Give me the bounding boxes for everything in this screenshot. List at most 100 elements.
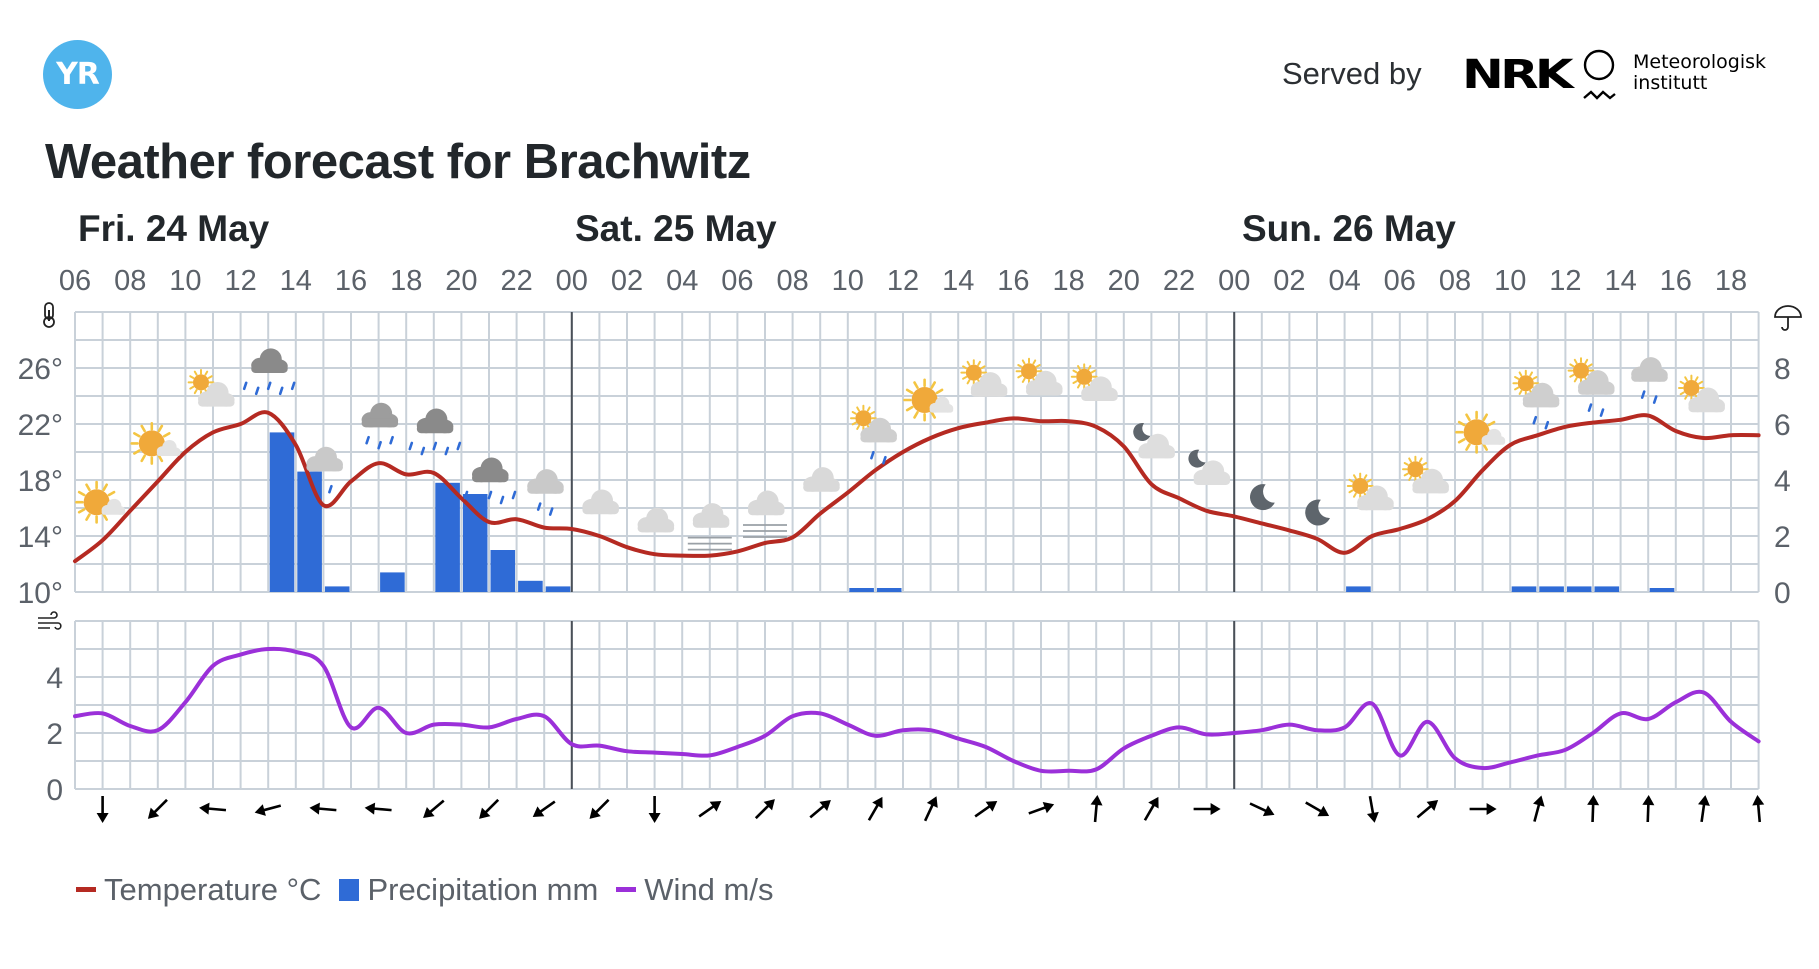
met-institute-logo-text[interactable]: Meteorologisk institutt [1633, 52, 1766, 94]
cloud-icon [1578, 370, 1615, 395]
moon-icon [1188, 449, 1206, 468]
precipitation-bar [1594, 586, 1620, 592]
wind-arrow-icon [809, 800, 831, 819]
temperature-line [73, 410, 1761, 564]
weather-symbol-clear-night-icon [1305, 499, 1330, 526]
precipitation-bar [518, 580, 543, 592]
hour-label: 22 [500, 265, 532, 297]
weather-symbol-partly-cloudy-night-icon [1188, 449, 1231, 486]
cloud-icon [1193, 460, 1231, 486]
legend-temperature[interactable]: Temperature °C [76, 872, 321, 908]
yr-logo[interactable]: YR [43, 40, 112, 109]
cloud-icon [1631, 357, 1668, 382]
precipitation-bar [545, 586, 571, 592]
wind-arrow-icon [1193, 803, 1221, 816]
rain-drops-icon [870, 450, 887, 465]
temperature-tick: 26° [18, 353, 63, 386]
weather-symbol-partly-cloudy-day-icon [1402, 455, 1449, 494]
weather-symbols [75, 348, 1725, 551]
precipitation-tick: 8 [1774, 353, 1791, 386]
yr-logo-text: YR [56, 57, 100, 92]
met-institute-logo-icon [1583, 49, 1616, 100]
temperature-swatch-icon [76, 887, 96, 892]
weather-symbol-partly-cloudy-day-icon [1346, 472, 1394, 511]
temperature-tick: 14° [18, 521, 63, 554]
wind-arrow-icon [423, 799, 445, 818]
cloud-icon [970, 372, 1008, 397]
weather-symbol-light-rain-icon [1631, 357, 1668, 404]
wind-arrow-icon [1698, 795, 1710, 823]
nrk-logo[interactable]: NRK [1462, 52, 1574, 98]
wind-tick: 4 [46, 662, 63, 695]
wind-arrow-icon [1587, 795, 1600, 823]
hour-label: 06 [721, 265, 753, 297]
hour-label: 14 [942, 265, 974, 297]
weather-symbol-partly-cloudy-day-icon [1015, 357, 1063, 396]
cloud-icon [1138, 433, 1175, 459]
hour-label: 10 [169, 265, 201, 297]
weather-symbol-cloudy-icon [637, 507, 675, 533]
wind-arrow-icon [1143, 796, 1159, 821]
weather-symbol-light-rain-icon [527, 469, 564, 516]
weather-symbol-light-rain-showers-day-icon [1567, 357, 1615, 417]
day-label-fri: Fri. 24 May [78, 208, 270, 249]
precipitation-tick: 2 [1774, 521, 1791, 554]
hour-label: 12 [224, 265, 256, 297]
wind-arrow-icon [1642, 795, 1655, 823]
cloud-icon [692, 503, 730, 528]
precipitation-bar [490, 550, 516, 592]
hour-label: 16 [997, 265, 1029, 297]
wind-arrow-icon [923, 796, 938, 822]
cloud-icon [101, 498, 126, 515]
cloud-icon [306, 446, 343, 472]
wind-arrow-icon [96, 796, 109, 823]
forecast-chart[interactable]: 06 08 10 12 14 16 18 20 22 00 02 04 06 08 10 12 14 16 18 20… [0, 255, 1819, 855]
hour-axis-labels: 06 08 10 12 14 16 18 20 22 00 02 04 06 08 10 12 14 16 18 20… [59, 265, 1747, 297]
legend-wind[interactable]: Wind m/s [616, 872, 773, 908]
cloud-icon [582, 489, 619, 515]
precipitation-bar [1649, 588, 1675, 592]
hour-label: 22 [1163, 265, 1195, 297]
sun-icon [1346, 472, 1374, 500]
precipitation-tick: 0 [1774, 577, 1791, 610]
weather-symbol-partly-cloudy-night-icon [1133, 423, 1175, 459]
hour-label: 10 [1494, 265, 1526, 297]
precipitation-bar [297, 471, 322, 592]
weather-symbol-heavy-rain-icon [242, 348, 296, 396]
cloud-icon [251, 348, 288, 374]
weather-symbol-rain-icon [361, 402, 399, 450]
hour-label: 12 [887, 265, 919, 297]
cloud-icon [1688, 387, 1725, 413]
legend-precipitation[interactable]: Precipitation mm [339, 872, 598, 908]
weather-symbol-partly-cloudy-day-icon [1678, 374, 1725, 413]
temperature-tick: 10° [18, 577, 63, 610]
wind-arrow-icon [1028, 801, 1055, 815]
wind-arrow-icon [1366, 795, 1379, 823]
hour-label: 18 [390, 265, 422, 297]
page-title: Weather forecast for Brachwitz [45, 135, 751, 189]
thermometer-icon [43, 302, 55, 328]
precipitation-bar [1566, 586, 1592, 592]
rain-drops-icon [536, 502, 554, 516]
rain-drops-icon [242, 381, 296, 396]
weather-symbol-fog-icon [687, 503, 732, 551]
wind-arrow-icon [1752, 795, 1765, 823]
cloud-icon [1357, 485, 1394, 511]
precipitation-bar [324, 586, 350, 592]
wind-tick: 2 [46, 718, 63, 751]
hour-label: 18 [1715, 265, 1747, 297]
hour-label: 06 [59, 265, 91, 297]
weather-symbol-light-rain-showers-day-icon [850, 404, 897, 465]
moon-icon [1305, 499, 1330, 526]
wind-arrow-icon [648, 796, 661, 823]
precipitation-swatch-icon [339, 879, 360, 901]
wind-line [73, 646, 1761, 774]
cloud-icon [156, 440, 181, 456]
cloud-icon [860, 417, 897, 443]
weather-symbol-heavy-rain-icon [408, 408, 462, 456]
precipitation-bar [435, 482, 460, 592]
hour-label: 02 [611, 265, 643, 297]
cloud-icon [1522, 382, 1560, 408]
weather-symbol-light-rain-icon [306, 446, 343, 494]
cloud-icon [803, 467, 840, 492]
